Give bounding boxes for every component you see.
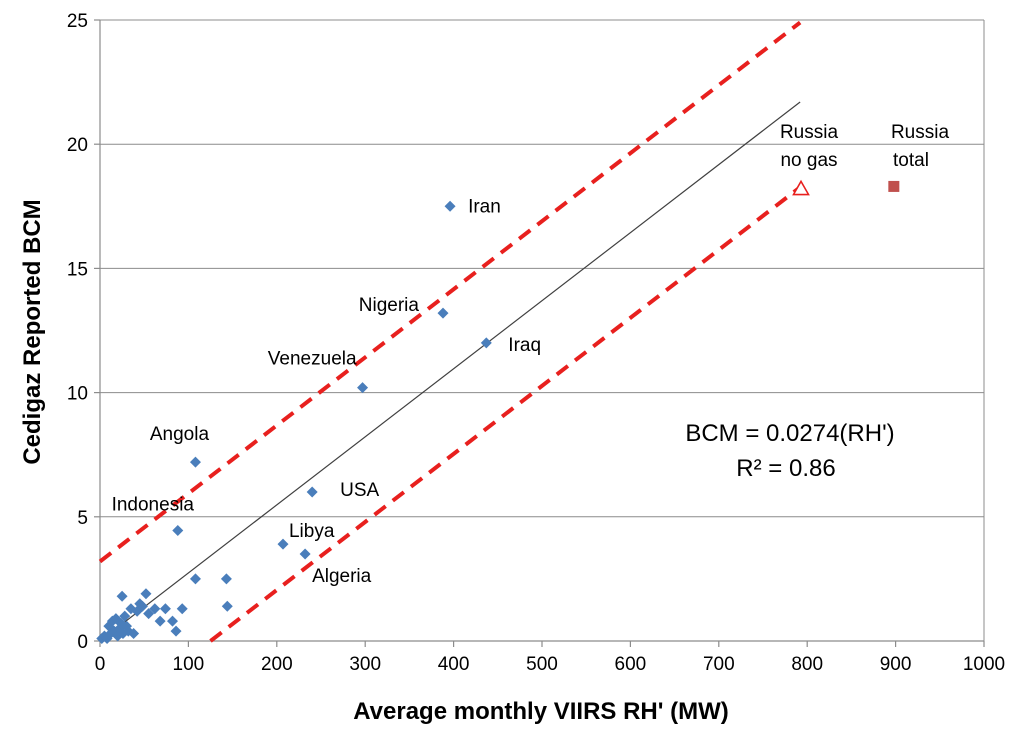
point-label-indonesia: Indonesia [112,494,195,515]
axes: 0 5 10 15 20 25 0 100 200 300 400 500 600 700 800 900 10… [67,11,1005,675]
point-diamond [121,620,133,632]
point-diamond [437,307,449,319]
point-diamond [170,625,182,637]
x-tick-label: 700 [703,654,735,675]
russia-no-gas-label-line2: no gas [780,150,837,171]
y-tick-label: 15 [67,259,88,280]
x-tick-label: 200 [261,654,293,675]
x-tick-label: 0 [95,654,106,675]
point-diamond [154,615,166,627]
r-squared: R² = 0.86 [736,455,835,482]
x-tick-label: 300 [349,654,381,675]
russia-no-gas-label-line1: Russia [780,122,839,143]
upper-bound-line [98,20,802,564]
regression-line [99,101,801,642]
point-label-algeria: Algeria [312,566,372,587]
x-tick-label: 500 [526,654,558,675]
point-diamond [116,590,128,602]
y-tick-label: 20 [67,135,88,156]
regression-equation: BCM = 0.0274(RH') [685,420,894,447]
point-diamond [444,200,456,212]
point-label-nigeria: Nigeria [359,295,420,316]
y-tick-label: 25 [67,11,88,32]
point-diamond [357,382,369,394]
point-diamond [189,456,201,468]
data-points [96,179,900,645]
x-tick-label: 800 [791,654,823,675]
point-label-usa: USA [340,480,379,501]
point-diamond [149,603,161,615]
point-diamond [172,524,184,536]
point-diamond [166,615,178,627]
x-tick-label: 900 [880,654,912,675]
point-diamond [306,486,318,498]
grid [100,19,985,641]
point-diamond [299,548,311,560]
point-diamond [480,337,492,349]
point-russia-no-gas [792,179,810,196]
point-diamond [176,603,188,615]
point-diamond [140,588,152,600]
point-label-venezuela: Venezuela [268,349,357,370]
point-label-iraq: Iraq [508,335,541,356]
y-tick-label: 0 [77,632,88,653]
x-tick-label: 100 [173,654,205,675]
point-label-angola: Angola [150,424,210,445]
point-russia-total [888,180,900,192]
point-diamond [143,608,155,620]
fit-lines [98,20,804,643]
y-axis-title: Cedigaz Reported BCM [19,199,46,464]
point-diamond [128,628,140,640]
point-diamond [220,573,232,585]
russia-total-label-line1: Russia [891,122,950,143]
y-tick-label: 10 [67,384,88,405]
x-axis-title: Average monthly VIIRS RH' (MW) [353,698,729,725]
point-diamond [136,600,148,612]
point-diamond [221,600,233,612]
point-diamond [277,538,289,550]
point-label-libya: Libya [289,521,335,542]
lower-bound-line [209,183,804,643]
x-tick-label: 600 [615,654,647,675]
point-labels: Indonesia Angola Libya Algeria USA Venezuela N… [112,196,541,587]
y-tick-label: 5 [77,508,88,529]
point-diamond [189,573,201,585]
x-tick-label: 400 [438,654,470,675]
x-tick-label: 1000 [963,654,1005,675]
point-diamond [159,603,171,615]
point-label-iran: Iran [468,196,501,217]
russia-total-label-line2: total [893,150,929,171]
point-diamond [119,610,131,622]
